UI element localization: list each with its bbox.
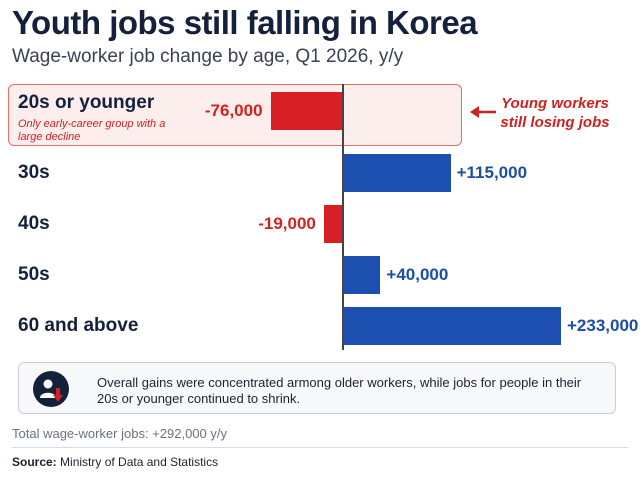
- bar: [324, 205, 342, 243]
- source-label: Source:: [12, 455, 57, 469]
- bar: [343, 256, 381, 294]
- page-subtitle: Wage-worker job change by age, Q1 2026, …: [12, 46, 404, 67]
- divider: [12, 447, 628, 448]
- category-label: 20s or younger: [18, 92, 155, 113]
- category-label: 60 and above: [18, 315, 139, 336]
- bar: [343, 154, 451, 192]
- value-label: +40,000: [386, 265, 449, 284]
- arrow-left-icon: [470, 106, 496, 118]
- value-label: +115,000: [456, 163, 528, 182]
- category-label: 40s: [18, 213, 50, 234]
- bar: [343, 307, 561, 345]
- value-label: +233,000: [567, 316, 639, 335]
- zero-axis-line: [342, 84, 344, 350]
- total-line: Total wage-worker jobs: +292,000 y/y: [12, 426, 227, 441]
- callout-annotation: Young workers still losing jobs: [500, 95, 610, 131]
- category-label: 50s: [18, 264, 50, 285]
- source-text: Ministry of Data and Statistics: [60, 455, 219, 469]
- bar: [270, 92, 342, 130]
- category-label: 30s: [18, 162, 50, 183]
- highlight-box: [8, 84, 462, 146]
- value-label: -76,000: [204, 101, 263, 120]
- page-title: Youth jobs still falling in Korea: [12, 4, 478, 41]
- note-box: Overall gains were concentrated armong o…: [18, 362, 616, 414]
- note-text: Overall gains were concentrated armong o…: [97, 375, 582, 406]
- value-label: -19,000: [258, 214, 316, 233]
- source-line: Source: Ministry of Data and Statistics: [12, 455, 218, 469]
- person-down-arrow-icon: [33, 371, 69, 407]
- highlight-note: Only early-career group with a large dec…: [18, 118, 166, 143]
